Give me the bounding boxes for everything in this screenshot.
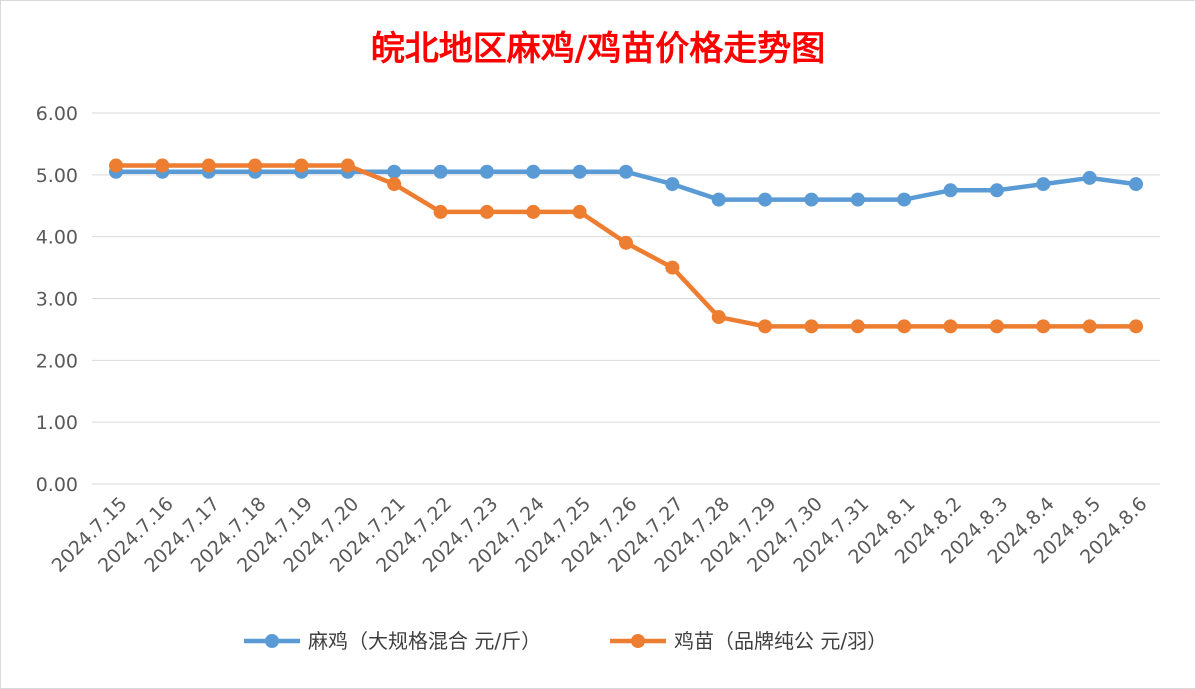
legend: 麻鸡（大规格混合 元/斤） 鸡苗（品牌纯公 元/羽） [244,629,887,653]
y-axis-tick-labels: 0.00 1.00 2.00 3.00 4.00 5.00 6.00 [36,103,78,496]
series-layer [109,158,1143,334]
data-point [433,204,448,219]
data-point [943,183,958,198]
data-point [340,158,355,173]
data-point [387,164,402,179]
y-tick-label: 4.00 [36,227,78,249]
data-point [897,192,912,207]
data-point [850,192,865,207]
y-tick-label: 6.00 [36,103,78,125]
data-point [479,204,494,219]
data-point [433,164,448,179]
legend-entry: 鸡苗（品牌纯公 元/羽） [610,629,887,653]
y-tick-label: 1.00 [36,412,78,434]
data-point [711,310,726,325]
data-point [665,260,680,275]
data-point [572,164,587,179]
data-point [1036,177,1051,192]
data-point [155,158,170,173]
data-point [665,177,680,192]
legend-marker [265,634,279,648]
data-point [1129,319,1143,334]
data-point [526,204,541,219]
data-point [572,204,587,219]
data-point [897,319,912,334]
data-point [109,158,123,173]
data-point [1082,319,1097,334]
data-point [387,177,402,192]
data-point [619,164,633,179]
y-tick-label: 0.00 [36,474,78,496]
x-axis-tick-labels: 2024.7.152024.7.162024.7.172024.7.182024… [48,493,1152,577]
y-tick-label: 2.00 [36,350,78,372]
data-point [850,319,865,334]
series-0 [109,164,1143,207]
data-point [989,183,1004,198]
gridlines [92,112,1160,485]
legend-label: 麻鸡（大规格混合 元/斤） [308,629,541,653]
chart-title: 皖北地区麻鸡/鸡苗价格走势图 [371,29,825,69]
data-point [1036,319,1051,334]
data-point [526,164,541,179]
data-point [758,319,773,334]
data-point [804,319,819,334]
data-point [248,158,263,173]
data-point [619,235,633,250]
legend-label: 鸡苗（品牌纯公 元/羽） [674,629,887,653]
y-tick-label: 3.00 [36,289,78,311]
data-point [804,192,819,207]
data-point [943,319,958,334]
data-point [201,158,216,173]
data-point [711,192,726,207]
data-point [294,158,309,173]
data-point [758,192,773,207]
data-point [1129,177,1143,192]
legend-entry: 麻鸡（大规格混合 元/斤） [244,629,541,653]
y-tick-label: 5.00 [36,165,78,187]
data-point [479,164,494,179]
legend-marker [631,634,645,648]
data-point [1082,170,1097,185]
data-point [989,319,1004,334]
series-1 [109,158,1143,334]
